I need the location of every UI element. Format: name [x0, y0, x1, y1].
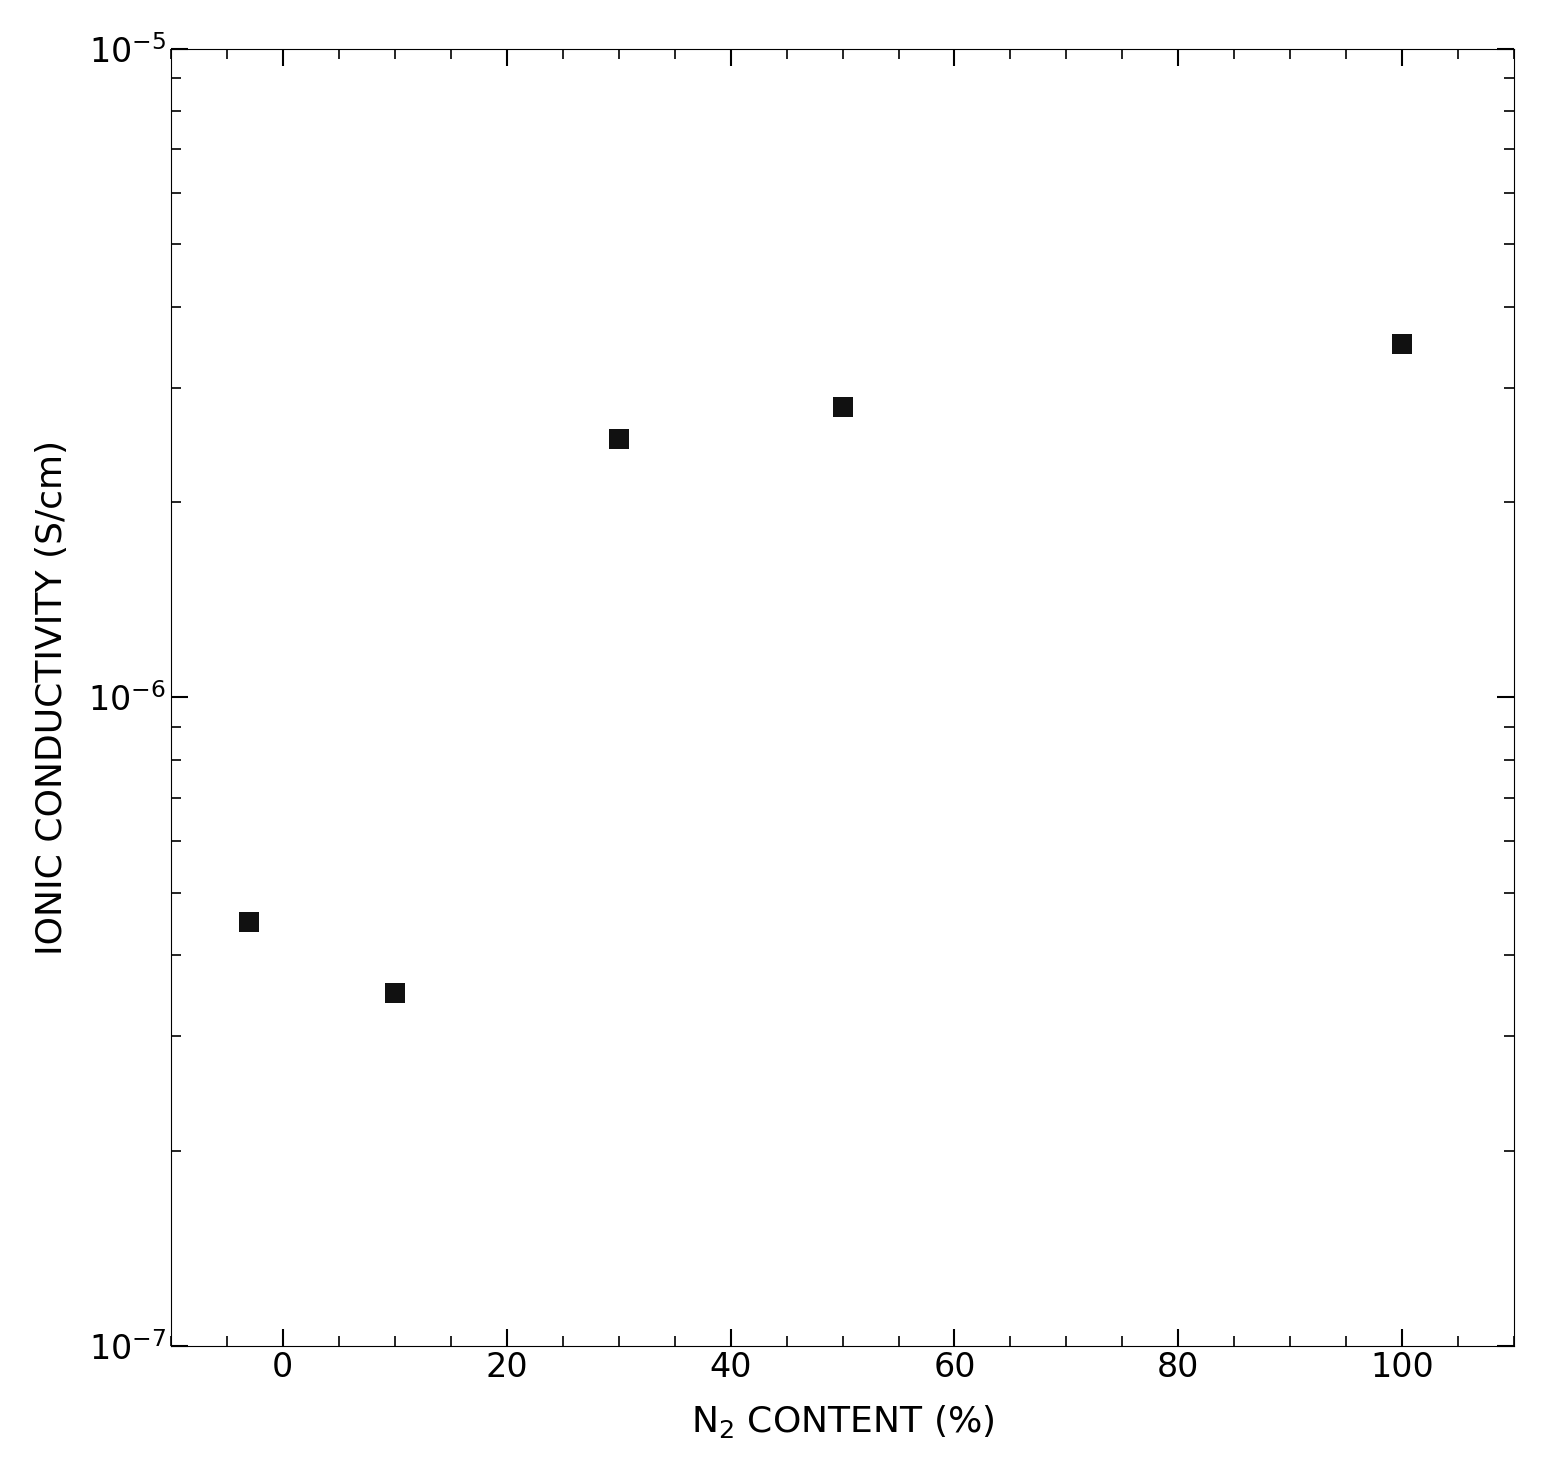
- Point: [830, 395, 855, 419]
- Point: [606, 428, 630, 451]
- Point: [1389, 332, 1414, 355]
- Y-axis label: IONIC CONDUCTIVITY (S/cm): IONIC CONDUCTIVITY (S/cm): [34, 440, 68, 954]
- Point: [237, 910, 262, 934]
- X-axis label: N$_2$ CONTENT (%): N$_2$ CONTENT (%): [691, 1403, 994, 1440]
- Point: [383, 981, 407, 1004]
